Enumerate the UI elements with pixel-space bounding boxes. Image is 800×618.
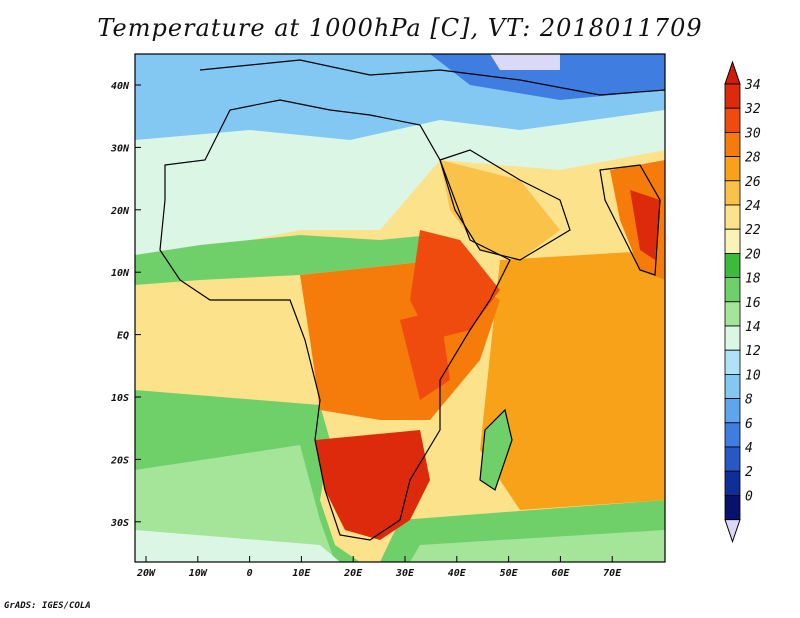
colorbar-swatch [724,398,741,424]
colorbar-label: 2 [745,465,753,480]
colorbar-swatch [724,446,741,472]
lat-tick-label: 30S [110,518,129,529]
colorbar-swatch [724,470,741,496]
coastlines [159,59,666,541]
colorbar-label: 12 [745,344,761,359]
colorbar-swatch [724,277,741,303]
colorbar-swatch [724,494,741,520]
colorbar-swatch [724,349,741,375]
lon-tick-label: 0 [247,568,253,579]
lat-tick-label: 10N [111,268,130,279]
colorbar-swatch [724,325,741,351]
longitude-axis: 20W 10W 0 10E 20E 30E 40E 50E 60E 70E [136,556,622,579]
colorbar-swatch [724,422,741,448]
lat-tick-label: 10S [111,393,129,404]
colorbar-label: 24 [745,199,761,214]
colorbar-label: 10 [745,368,761,383]
lon-tick-label: 40E [448,568,467,579]
colorbar-swatch [724,228,741,254]
colorbar-swatch [724,373,741,399]
lon-tick-label: 20E [343,568,363,579]
colorbar-label: 30 [744,126,761,141]
lat-tick-label: 20S [110,455,129,466]
colorbar-label: 34 [744,78,761,93]
lat-tick-label: EQ [117,331,129,342]
temperature-field [135,54,665,562]
colorbar-swatch [724,180,741,206]
latitude-axis: 40N 30N 20N 10N EQ 10S 20S 30S [110,81,141,529]
colorbar-swatch [724,252,741,278]
lon-tick-label: 60E [551,568,570,579]
colorbar-label: 20 [745,247,761,262]
colorbar-label: 6 [745,417,753,432]
map-frame [134,53,666,563]
colorbar-label: 18 [745,272,761,287]
colorbar-label: 4 [745,441,753,456]
colorbar-swatch [724,83,741,109]
lon-tick-label: 30E [395,568,415,579]
colorbar-under-arrow [724,519,741,544]
colorbar-swatch [724,131,741,157]
lon-tick-label: 50E [500,568,519,579]
colorbar-label: 16 [745,296,761,311]
chart-title: Temperature at 1000hPa [C], VT: 20180117… [97,14,703,42]
lon-tick-label: 70E [603,568,622,579]
lon-tick-label: 10W [189,568,208,579]
colorbar-swatch [724,204,741,230]
colorbar-over-arrow [724,60,741,85]
lat-tick-label: 30N [110,143,130,154]
colorbar-label: 22 [745,223,761,238]
lat-tick-label: 40N [111,81,130,92]
colorbar-swatch [724,156,741,182]
colorbar-label: 8 [745,393,753,408]
lon-tick-label: 10E [292,568,311,579]
footer-credit: GrADS: IGES/COLA [4,601,91,611]
colorbar-swatch [724,107,741,133]
colorbar-label: 32 [744,102,761,117]
lat-tick-label: 20N [110,206,130,217]
colorbar-label: 26 [745,175,761,190]
colorbar-label: 28 [745,151,761,166]
colorbar-swatch [724,301,741,327]
lon-tick-label: 20W [136,568,156,579]
colorbar-label: 14 [745,320,761,335]
colorbar-label: 0 [745,489,753,504]
